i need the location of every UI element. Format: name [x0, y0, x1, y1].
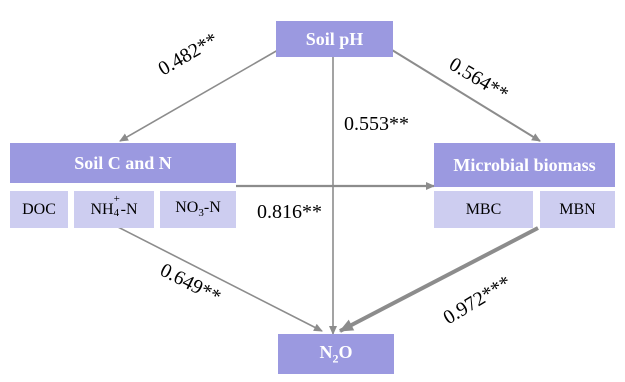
node-microbial-biomass: Microbial biomass	[434, 143, 615, 187]
node-n2o: N2O	[278, 334, 394, 374]
node-soil-cn: Soil C and N	[10, 143, 236, 183]
sub-node-mbn-label: MBN	[559, 200, 596, 218]
arrow-ph-to-soil-cn	[119, 49, 279, 142]
sub-node-no3: NO3-N	[160, 191, 236, 228]
node-microbial-biomass-label: Microbial biomass	[453, 154, 596, 175]
coef-ph-to-n2o: 0.553**	[344, 113, 409, 135]
node-soil-ph: Soil pH	[276, 21, 393, 57]
node-n2o-label: N2O	[319, 341, 353, 366]
sub-node-doc: DOC	[10, 191, 68, 228]
sub-node-doc-label: DOC	[22, 200, 56, 218]
sub-node-no3-label: NO3-N	[175, 199, 221, 220]
arrow-microbial-to-n2o	[339, 226, 539, 333]
sub-node-mbc: MBC	[434, 191, 533, 228]
sub-node-nh4: NH+4​-N	[74, 191, 154, 228]
sub-node-mbn: MBN	[540, 191, 615, 228]
arrow-ph-to-microbial	[391, 49, 541, 142]
sub-node-nh4-label: NH+4​-N	[90, 192, 138, 219]
coef-soil-cn-to-microbial: 0.816**	[257, 201, 322, 223]
node-soil-ph-label: Soil pH	[305, 28, 364, 49]
node-soil-cn-label: Soil C and N	[74, 152, 172, 173]
sub-node-mbc-label: MBC	[465, 200, 502, 218]
arrow-soil-cn-to-n2o	[115, 225, 323, 332]
